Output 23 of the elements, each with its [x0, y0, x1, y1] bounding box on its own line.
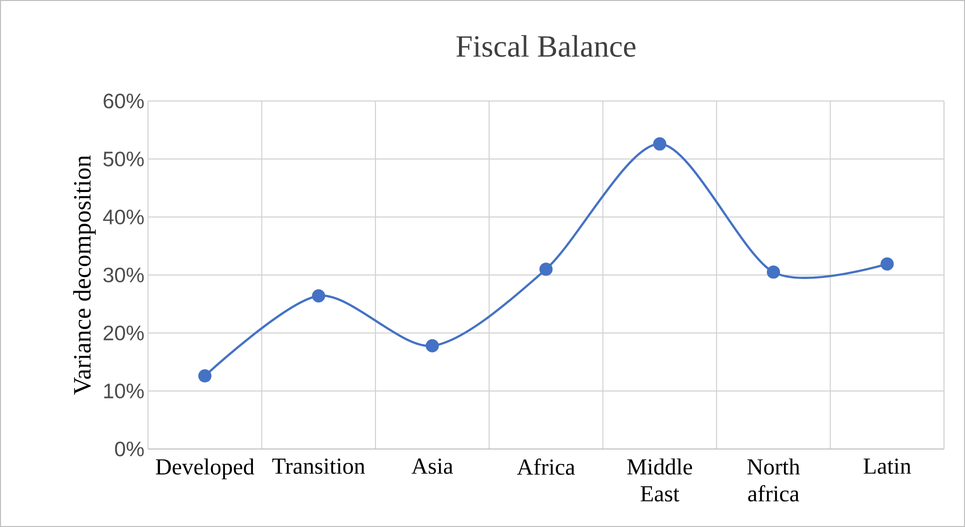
point: [198, 369, 212, 383]
y-tick-label: 20%: [104, 326, 144, 340]
x-tick-label: Asia: [412, 458, 453, 474]
x-tick-label: Developed: [156, 458, 254, 480]
chart-title: Fiscal Balance: [456, 35, 636, 57]
x-tick-label: Transition: [272, 458, 365, 474]
point: [880, 257, 894, 271]
x-tick-label: North africa: [747, 458, 800, 502]
y-tick-label: 10%: [104, 384, 144, 398]
y-tick-label: 0%: [115, 442, 144, 456]
y-tick-label: 40%: [103, 210, 144, 224]
point: [766, 265, 780, 279]
point: [312, 289, 326, 302]
point: [653, 137, 666, 151]
point: [426, 339, 439, 352]
x-tick-label: Middle East: [627, 458, 692, 502]
x-tick-label: Latin: [864, 458, 911, 474]
y-tick-label: 30%: [103, 268, 144, 282]
x-tick-label: Africa: [516, 458, 575, 475]
y-tick-label: 60%: [104, 94, 144, 108]
y-tick-label: 50%: [103, 152, 144, 166]
point: [539, 262, 553, 276]
y-axis-title: Variance decomposition: [73, 155, 96, 395]
